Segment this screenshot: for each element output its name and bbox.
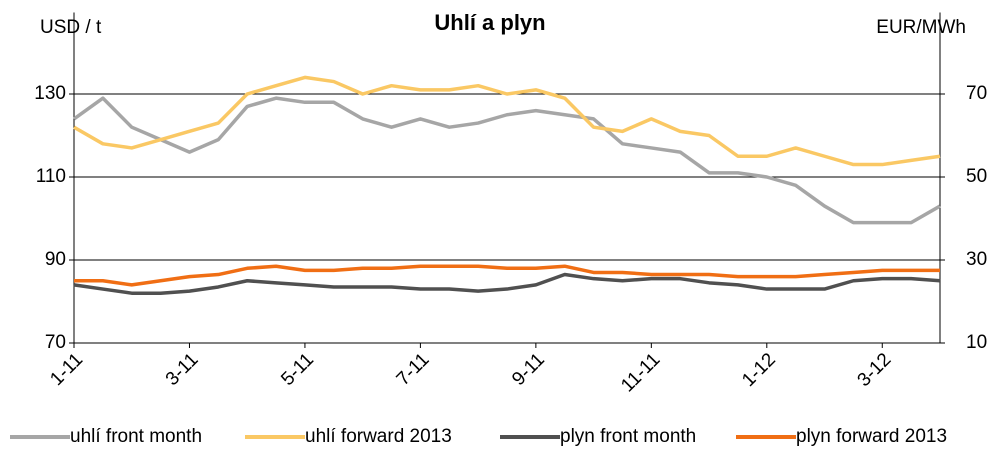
y-axis-title: USD / t [40,17,102,38]
x-tick-label: 1-11 [46,349,87,390]
x-tick-label: 1-12 [738,349,780,391]
series-line [73,75,941,167]
y2-tick-label: 30 [966,249,987,270]
x-tick-label: 9-11 [508,349,549,390]
y-tick-label: 110 [36,166,66,187]
legend-label: uhlí front month [70,426,202,447]
legend-label: uhlí forward 2013 [305,426,452,447]
x-tick-label: 3-12 [854,349,896,391]
y2-axis-title: EUR/MWh [876,17,966,38]
y-tick-label: 70 [45,332,66,353]
y2-tick-label: 10 [966,332,987,353]
x-tick-label: 3-11 [162,349,203,390]
chart-title: Uhlí a plyn [434,10,545,35]
series-line [73,272,941,295]
legend-label: plyn front month [560,426,696,447]
series-line [74,264,940,287]
y2-tick-label: 50 [966,166,987,187]
x-tick-label: 11-11 [617,349,664,396]
x-tick-label: 7-11 [393,349,434,390]
y-tick-label: 90 [45,249,66,270]
y-tick-label: 130 [34,83,66,104]
x-tick-label: 5-11 [277,349,318,390]
legend-label: plyn forward 2013 [796,426,947,447]
y2-tick-label: 70 [966,83,987,104]
series-line [72,96,941,225]
